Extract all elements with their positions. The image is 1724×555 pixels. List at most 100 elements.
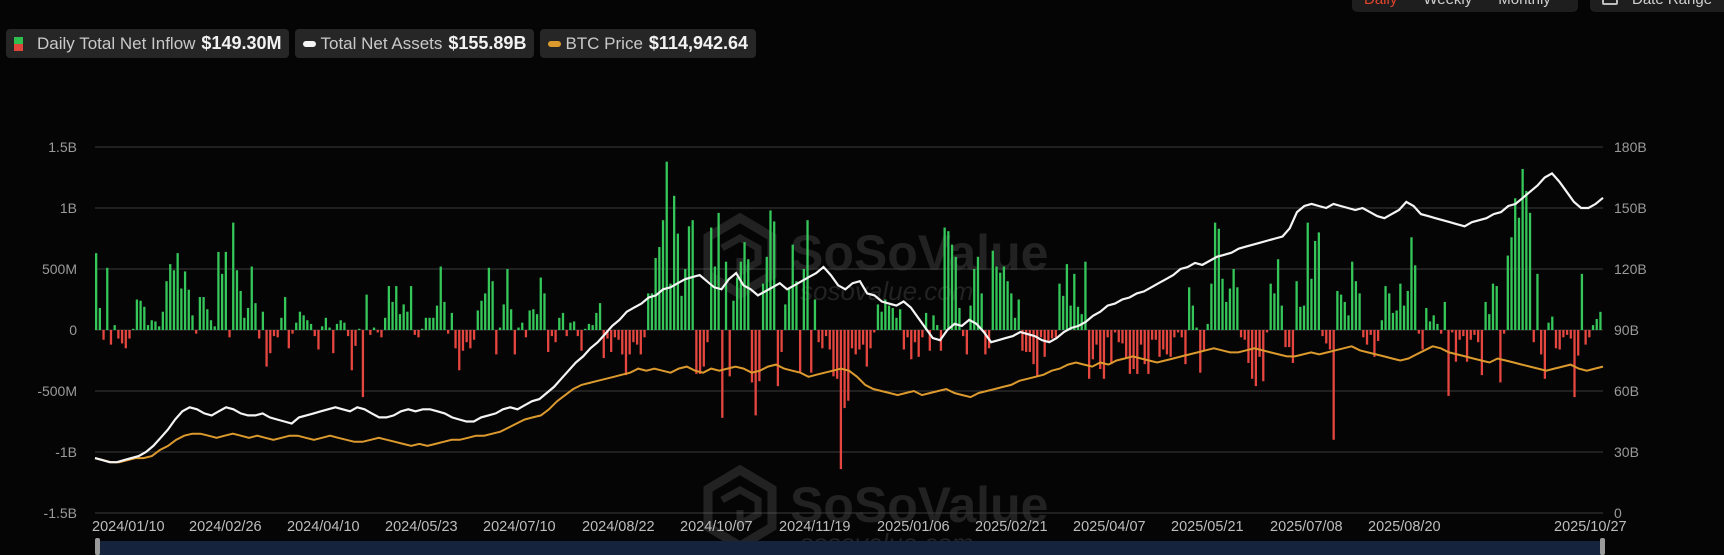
inflow-bar — [1280, 305, 1283, 330]
left-tick-label: 0 — [69, 322, 77, 338]
inflow-bar — [1428, 321, 1432, 330]
inflow-bar — [1176, 330, 1180, 333]
range-slider[interactable] — [98, 541, 1602, 555]
right-tick-label: 60B — [1614, 383, 1639, 399]
inflow-bar — [272, 330, 276, 337]
inflow-bar — [1236, 287, 1239, 330]
inflow-bar — [936, 325, 939, 330]
legend-value: $114,942.64 — [648, 33, 749, 53]
period-selector: Daily Weekly Monthly — [1352, 0, 1578, 12]
inflow-bar — [976, 256, 980, 330]
inflow-bar — [691, 220, 694, 330]
inflow-bar — [1425, 308, 1428, 330]
inflow-bar — [1106, 330, 1109, 338]
inflow-bar — [806, 220, 809, 330]
left-tick-label: 500M — [42, 261, 77, 277]
legend-item-net-assets[interactable]: Total Net Assets $155.89B — [295, 29, 535, 58]
period-weekly[interactable]: Weekly — [1423, 0, 1472, 8]
inflow-bar — [183, 271, 187, 330]
inflow-bar — [1502, 330, 1506, 334]
period-daily[interactable]: Daily — [1364, 0, 1397, 8]
inflow-bar — [558, 317, 561, 330]
inflow-bar — [172, 270, 176, 330]
inflow-bar — [895, 317, 898, 330]
inflow-bar — [246, 308, 250, 330]
inflow-bar — [98, 308, 102, 330]
inflow-bar — [161, 311, 164, 330]
watermark-brand: SoSoValue — [790, 477, 1048, 533]
inflow-bar — [1395, 310, 1398, 330]
inflow-bar — [1087, 330, 1091, 379]
period-monthly[interactable]: Monthly — [1498, 0, 1551, 8]
inflow-bar — [1254, 330, 1258, 387]
inflow-bar — [572, 321, 576, 330]
inflow-bar — [339, 320, 342, 330]
inflow-bar — [143, 306, 146, 330]
inflow-bar — [150, 320, 153, 330]
inflow-bar — [1432, 315, 1435, 330]
legend-item-btc-price[interactable]: BTC Price $114,942.64 — [540, 29, 757, 58]
inflow-bar — [209, 320, 213, 330]
inflow-bar — [1225, 301, 1228, 330]
legend-item-net-inflow[interactable]: Daily Total Net Inflow $149.30M — [6, 29, 290, 58]
inflow-bar — [450, 312, 453, 330]
inflow-bar — [298, 311, 302, 330]
inflow-bar — [547, 330, 550, 352]
inflow-bar — [302, 315, 305, 330]
inflow-bar — [1495, 286, 1498, 330]
inflow-bar — [461, 330, 465, 351]
inflow-bar — [650, 293, 654, 330]
inflow-bar — [350, 330, 353, 371]
inflow-bar — [606, 330, 609, 339]
inflow-bar — [380, 330, 383, 338]
inflow-bar — [180, 288, 183, 330]
inflow-bar — [702, 330, 705, 367]
inflow-bar — [921, 330, 924, 338]
inflow-bar — [810, 330, 813, 373]
inflow-bar — [421, 328, 424, 330]
inflow-bar — [1069, 305, 1072, 330]
inflow-bar — [1369, 330, 1372, 335]
inflow-bar — [402, 304, 405, 330]
inflow-bar — [647, 293, 650, 330]
inflow-bar — [1002, 266, 1006, 330]
inflow-bar — [532, 309, 535, 330]
inflow-bar — [1354, 281, 1358, 330]
inflow-bar — [1406, 290, 1409, 330]
inflow-bar — [1362, 330, 1365, 338]
inflow-bar — [476, 310, 479, 330]
inflow-bar — [1076, 306, 1080, 330]
inflow-bar — [1288, 330, 1291, 348]
inflow-bar — [102, 330, 105, 340]
inflow-bar — [776, 330, 780, 387]
inflow-bar — [1221, 278, 1224, 330]
inflow-bar — [313, 330, 316, 337]
inflow-bar — [598, 303, 602, 330]
inflow-bar — [787, 288, 791, 330]
calendar-icon — [1602, 0, 1618, 5]
right-tick-label: 90B — [1614, 322, 1639, 338]
range-slider-left-handle[interactable] — [95, 538, 100, 555]
inflow-bar — [1462, 330, 1465, 337]
inflow-bar — [521, 322, 524, 330]
inflow-bar — [1410, 237, 1413, 330]
inflow-bar — [146, 325, 150, 330]
inflow-bar — [195, 330, 198, 334]
inflow-bar — [858, 330, 861, 350]
inflow-bar — [635, 330, 639, 345]
x-tick-label: 2024/11/19 — [779, 519, 851, 535]
inflow-bar — [1043, 330, 1046, 357]
inflow-bar — [1521, 168, 1524, 330]
x-tick-label: 2025/02/21 — [975, 519, 1048, 535]
legend-label: BTC Price — [565, 33, 643, 53]
btc-price-line — [94, 345, 1604, 464]
inflow-bar — [176, 253, 179, 330]
inflow-bar — [1050, 330, 1054, 339]
date-range-button[interactable]: Date Range — [1590, 0, 1724, 12]
x-tick-label: 2025/04/07 — [1073, 519, 1146, 535]
inflow-bar — [1095, 330, 1098, 345]
inflow-bar — [384, 317, 387, 330]
inflow-bar — [969, 305, 972, 330]
range-slider-right-handle[interactable] — [1600, 538, 1605, 555]
